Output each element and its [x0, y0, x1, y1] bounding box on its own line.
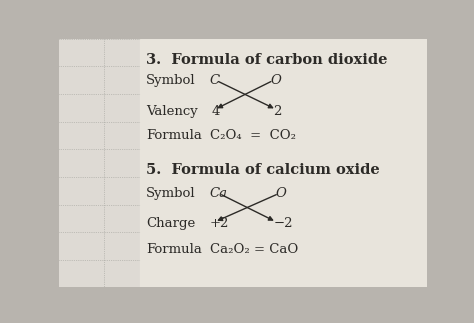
Text: +2: +2 — [210, 217, 229, 230]
Text: Formula: Formula — [146, 129, 202, 142]
Text: Ca₂O₂ = CaO: Ca₂O₂ = CaO — [210, 243, 298, 256]
Text: 5.  Formula of calcium oxide: 5. Formula of calcium oxide — [146, 163, 380, 178]
Text: Formula: Formula — [146, 243, 202, 256]
Text: Charge: Charge — [146, 217, 195, 230]
Text: O: O — [276, 187, 287, 200]
Text: C₂O₄  =  CO₂: C₂O₄ = CO₂ — [210, 129, 296, 142]
Text: 2: 2 — [273, 105, 282, 118]
Text: Symbol: Symbol — [146, 74, 196, 87]
Text: Symbol: Symbol — [146, 187, 196, 200]
Text: 3.  Formula of carbon dioxide: 3. Formula of carbon dioxide — [146, 53, 388, 67]
Text: O: O — [270, 74, 281, 87]
Text: Ca: Ca — [210, 187, 228, 200]
Text: Valency: Valency — [146, 105, 198, 118]
Bar — [59, 39, 140, 287]
Bar — [140, 39, 427, 287]
Text: −2: −2 — [273, 217, 293, 230]
Text: C: C — [210, 74, 220, 87]
Text: 4: 4 — [211, 105, 220, 118]
